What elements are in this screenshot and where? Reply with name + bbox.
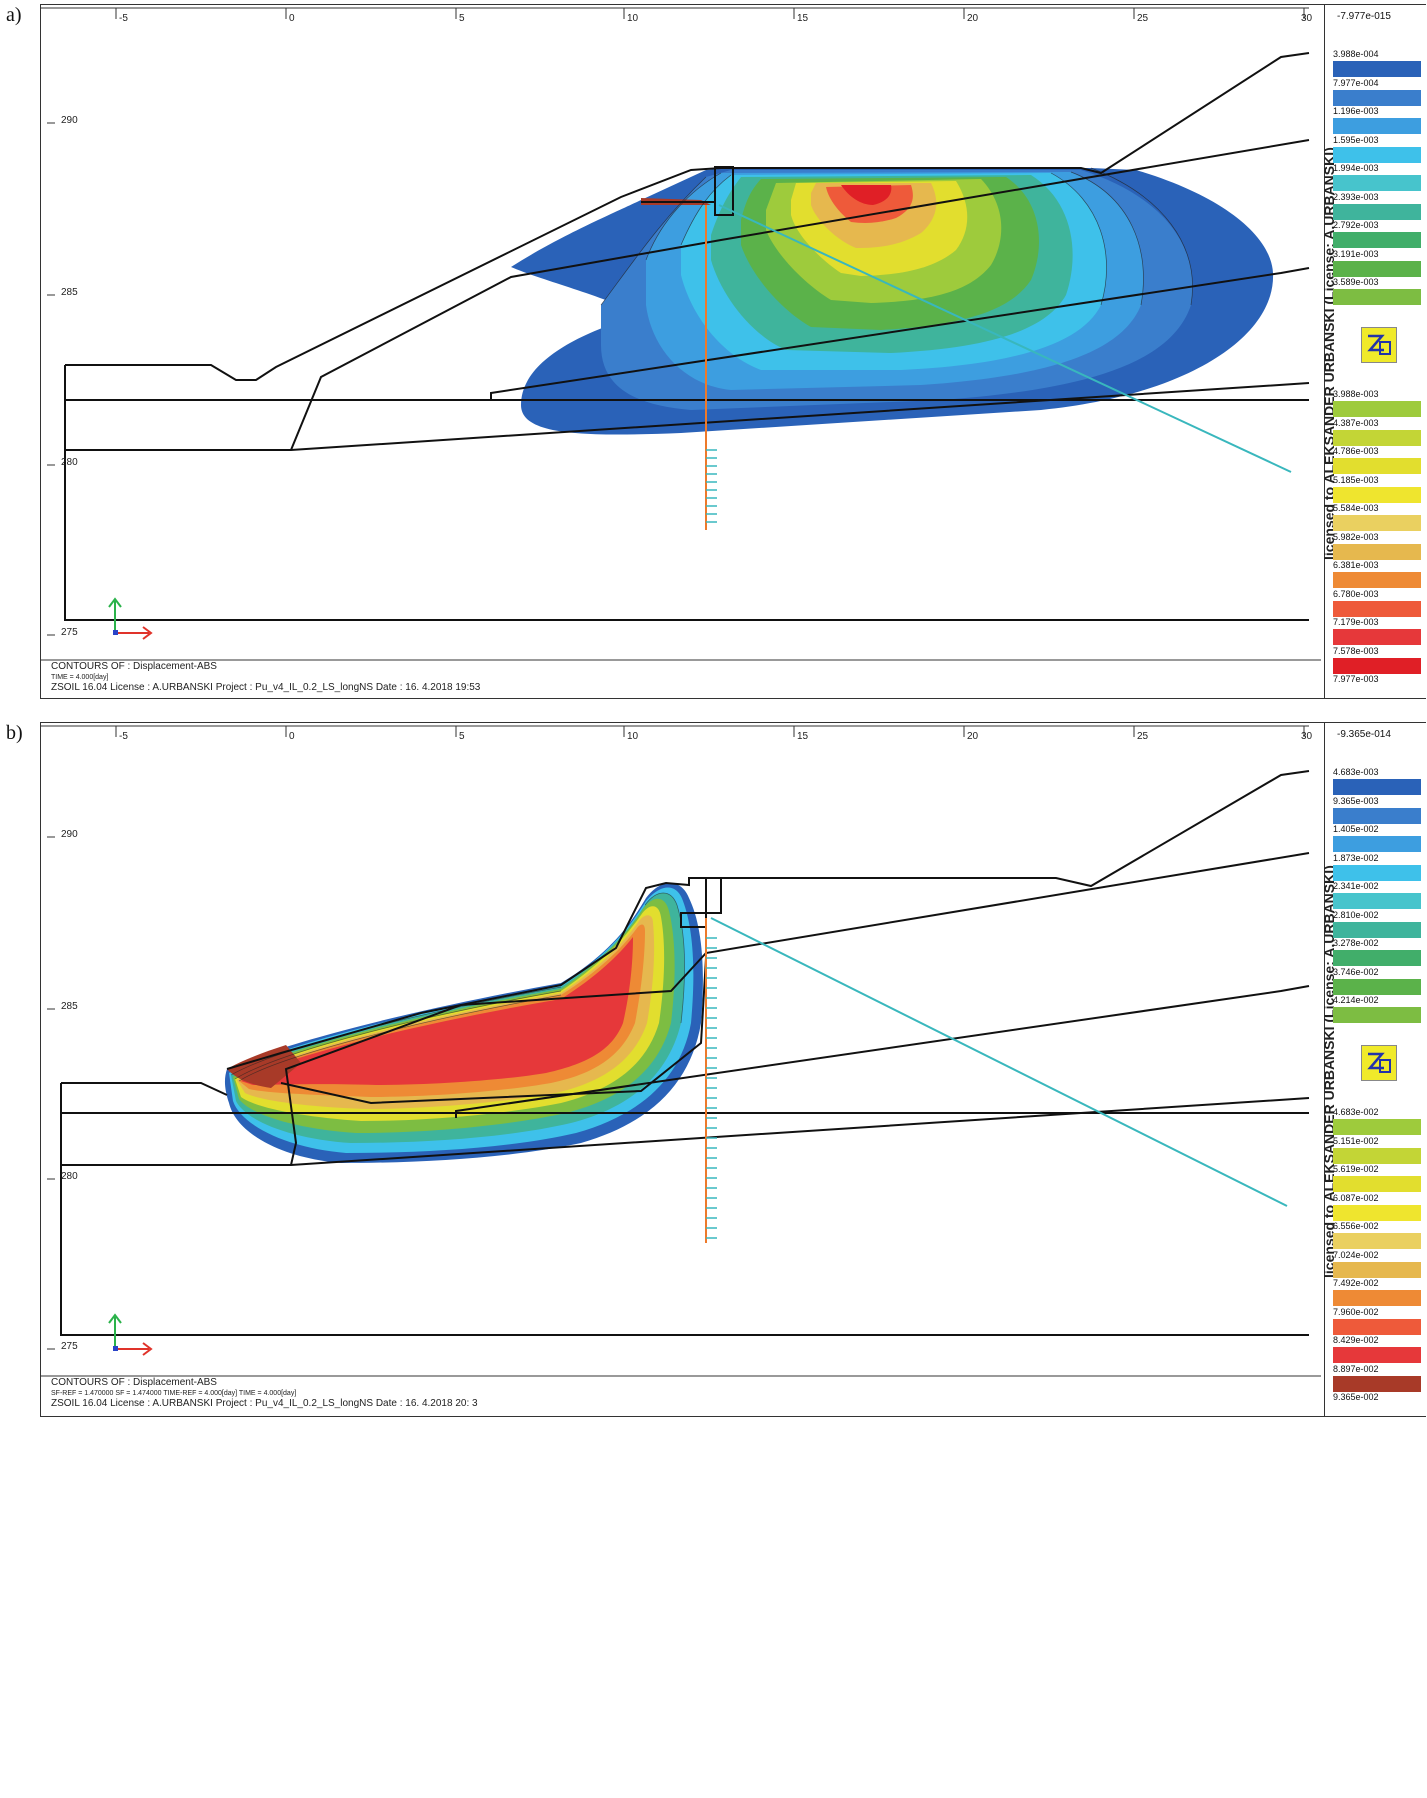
panel-a-plot: -5 0 5 10 15 20 25 30 290 285 280 275 CO… [41,5,1321,700]
legend-item: 7.960e-002 [1333,1307,1421,1335]
panel-b-legend: -9.365e-014 licensed to ALEKSANDER URBAN… [1321,723,1426,1416]
panel-a-drawing [41,7,1321,661]
legend-item: 5.151e-002 [1333,1136,1421,1164]
x-tick: 0 [289,13,295,24]
legend-item: 6.381e-003 [1333,560,1421,588]
legend-item: 7.492e-002 [1333,1278,1421,1306]
legend-item: 3.988e-004 [1333,49,1421,77]
legend-item: 6.087e-002 [1333,1193,1421,1221]
legend-item: 7.024e-002 [1333,1250,1421,1278]
legend-item: 9.365e-002 [1333,1392,1379,1402]
footer-time: SF-REF = 1.470000 SF = 1.474000 TIME-REF… [51,1390,297,1397]
x-tick: -5 [119,731,128,742]
zsoil-logo-icon [1361,327,1397,363]
footer: CONTOURS OF : Displacement-ABS SF-REF = … [51,1377,478,1410]
legend-min-value: -9.365e-014 [1337,729,1391,740]
legend-item: 3.191e-003 [1333,249,1421,277]
footer-title: CONTOURS OF : Displacement-ABS [51,1377,217,1388]
y-tick: 275 [61,627,78,638]
x-tick: 10 [627,731,639,742]
y-tick: 275 [61,1341,78,1352]
legend-item: 8.429e-002 [1333,1335,1421,1363]
legend-item: 2.810e-002 [1333,910,1421,938]
legend-item: 3.589e-003 [1333,277,1421,305]
legend-item: 6.556e-002 [1333,1221,1421,1249]
x-tick: 25 [1137,731,1149,742]
footer-time: TIME = 4.000[day] [51,674,109,681]
x-tick: 5 [459,13,465,24]
legend-item: 4.786e-003 [1333,446,1421,474]
x-tick: 25 [1137,13,1149,24]
legend-item: 1.405e-002 [1333,824,1421,852]
legend-item: 7.977e-004 [1333,78,1421,106]
x-tick: 15 [797,13,809,24]
legend-item: 5.619e-002 [1333,1164,1421,1192]
legend-min-value: -7.977e-015 [1337,11,1391,22]
x-tick: 30 [1301,13,1313,24]
x-tick: 5 [459,731,465,742]
panel-a-frame: -5 0 5 10 15 20 25 30 290 285 280 275 CO… [40,4,1426,699]
x-tick: 20 [967,13,979,24]
legend-item: 1.595e-003 [1333,135,1421,163]
x-tick: 20 [967,731,979,742]
footer: CONTOURS OF : Displacement-ABS TIME = 4.… [51,661,480,694]
legend-item: 6.780e-003 [1333,589,1421,617]
zsoil-logo-icon [1361,1045,1397,1081]
y-tick: 290 [61,115,78,126]
legend-item: 4.214e-002 [1333,995,1421,1023]
panel-b-plot: -5 0 5 10 15 20 25 30 290 285 280 275 CO… [41,723,1321,1418]
x-tick: 30 [1301,731,1313,742]
legend-item: 9.365e-003 [1333,796,1421,824]
legend-item: 1.994e-003 [1333,163,1421,191]
legend-item: 7.179e-003 [1333,617,1421,645]
footer-title: CONTOURS OF : Displacement-ABS [51,661,217,672]
legend-item: 5.584e-003 [1333,503,1421,531]
legend-item: 2.341e-002 [1333,881,1421,909]
y-tick: 285 [61,287,78,298]
legend-item: 3.746e-002 [1333,967,1421,995]
legend-item: 4.387e-003 [1333,418,1421,446]
x-tick: 15 [797,731,809,742]
legend-item: 3.278e-002 [1333,938,1421,966]
footer-info: ZSOIL 16.04 License : A.URBANSKI Project… [51,1398,478,1409]
legend-item: 7.578e-003 [1333,646,1421,674]
legend-item: 8.897e-002 [1333,1364,1421,1392]
legend-item: 5.185e-003 [1333,475,1421,503]
legend-item: 4.683e-002 [1333,1107,1421,1135]
y-tick: 280 [61,1171,78,1182]
y-tick: 280 [61,457,78,468]
y-tick: 285 [61,1001,78,1012]
legend-item: 2.792e-003 [1333,220,1421,248]
legend-item: 4.683e-003 [1333,767,1421,795]
legend-item: 2.393e-003 [1333,192,1421,220]
legend-item: 5.982e-003 [1333,532,1421,560]
y-tick: 290 [61,829,78,840]
x-tick: 0 [289,731,295,742]
panel-a-legend: -7.977e-015 licensed to ALEKSANDER URBAN… [1321,5,1426,698]
panel-b-drawing [41,725,1321,1377]
x-tick: 10 [627,13,639,24]
panel-a-label: a) [6,4,22,26]
x-tick: -5 [119,13,128,24]
legend-item: 1.196e-003 [1333,106,1421,134]
panel-b-label: b) [6,722,23,744]
legend-item: 7.977e-003 [1333,674,1379,684]
legend-item: 3.988e-003 [1333,389,1421,417]
panel-b-frame: -5 0 5 10 15 20 25 30 290 285 280 275 CO… [40,722,1426,1417]
footer-info: ZSOIL 16.04 License : A.URBANSKI Project… [51,682,481,693]
legend-item: 1.873e-002 [1333,853,1421,881]
